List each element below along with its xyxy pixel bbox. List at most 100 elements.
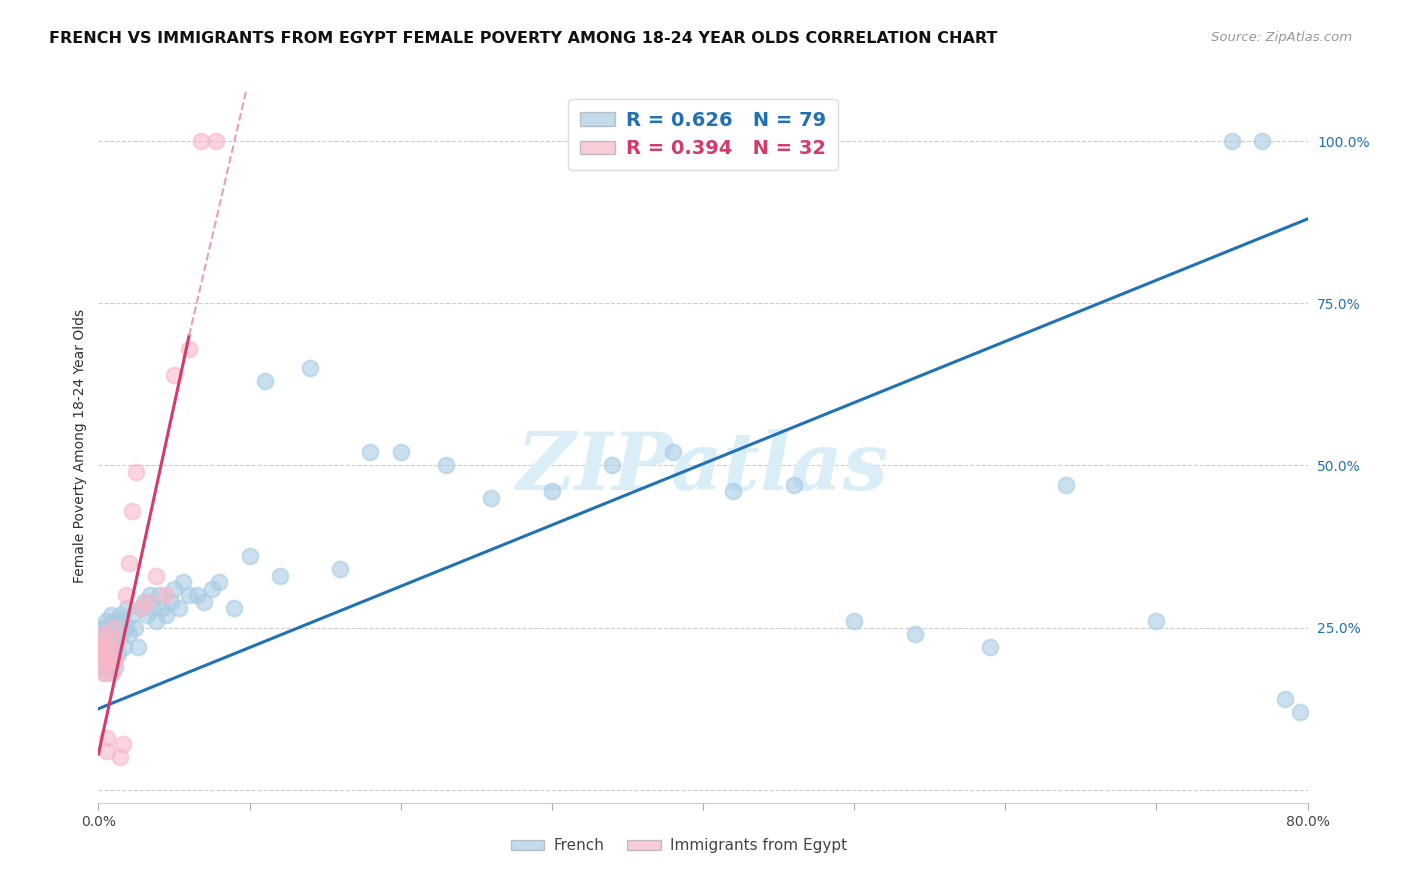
Point [111,738,134,752]
Point [93,627,115,641]
Point [93,666,115,681]
Point [100,653,122,667]
Point [94,614,117,628]
Point [90,647,112,661]
Point [661,445,683,459]
Point [90,647,112,661]
Point [100,647,122,661]
Point [148,588,170,602]
Point [115,601,138,615]
Point [190,134,212,148]
Text: FRENCH VS IMMIGRANTS FROM EGYPT FEMALE POVERTY AMONG 18-24 YEAR OLDS CORRELATION: FRENCH VS IMMIGRANTS FROM EGYPT FEMALE P… [49,31,998,46]
Text: Source: ZipAtlas.com: Source: ZipAtlas.com [1212,31,1353,45]
Point [110,627,132,641]
Point [91,640,114,654]
Point [163,368,186,382]
Point [1251,134,1274,148]
Point [98,640,121,654]
Legend: French, Immigrants from Egypt: French, Immigrants from Egypt [505,832,853,859]
Point [145,614,167,628]
Point [124,621,146,635]
Point [224,601,246,615]
Point [389,445,412,459]
Point [94,647,117,661]
Point [129,601,152,615]
Point [96,731,118,745]
Point [105,633,128,648]
Point [602,458,624,473]
Point [101,666,124,681]
Point [205,134,228,148]
Point [98,659,121,673]
Point [104,614,127,628]
Point [1144,614,1167,628]
Point [96,633,118,648]
Point [329,562,352,576]
Point [105,633,128,648]
Point [135,607,157,622]
Point [1289,705,1312,719]
Point [163,582,186,596]
Point [104,659,127,673]
Point [1274,692,1296,706]
Point [1054,478,1077,492]
Point [93,659,115,673]
Point [540,484,562,499]
Point [172,575,194,590]
Point [114,621,136,635]
Text: ZIPatlas: ZIPatlas [517,429,889,506]
Point [127,640,149,654]
Point [96,744,118,758]
Point [101,633,124,648]
Point [103,621,125,635]
Point [125,465,148,479]
Point [239,549,262,564]
Point [142,601,165,615]
Point [253,374,276,388]
Point [91,621,114,635]
Point [108,750,131,764]
Point [89,640,111,654]
Point [118,627,141,641]
Point [129,601,152,615]
Point [160,595,183,609]
Point [360,445,382,459]
Point [145,568,167,582]
Point [111,614,134,628]
Point [139,588,162,602]
Point [201,582,224,596]
Point [299,361,322,376]
Point [434,458,457,473]
Point [94,666,117,681]
Point [89,659,111,673]
Point [1220,134,1243,148]
Point [93,640,115,654]
Point [89,640,111,654]
Point [135,595,157,609]
Point [844,614,866,628]
Point [90,633,112,648]
Point [108,607,131,622]
Point [155,607,177,622]
Point [103,640,125,654]
Point [118,556,141,570]
Point [481,491,503,505]
Point [783,478,806,492]
Point [94,653,117,667]
Point [96,653,118,667]
Point [121,607,143,622]
Point [150,601,173,615]
Point [193,595,215,609]
Point [96,621,118,635]
Point [104,653,127,667]
Point [979,640,1001,654]
Point [98,640,121,654]
Point [269,568,291,582]
Point [153,588,176,602]
Point [91,633,114,648]
Point [112,640,135,654]
Point [98,627,121,641]
Point [90,627,112,641]
Point [208,575,231,590]
Point [91,653,114,667]
